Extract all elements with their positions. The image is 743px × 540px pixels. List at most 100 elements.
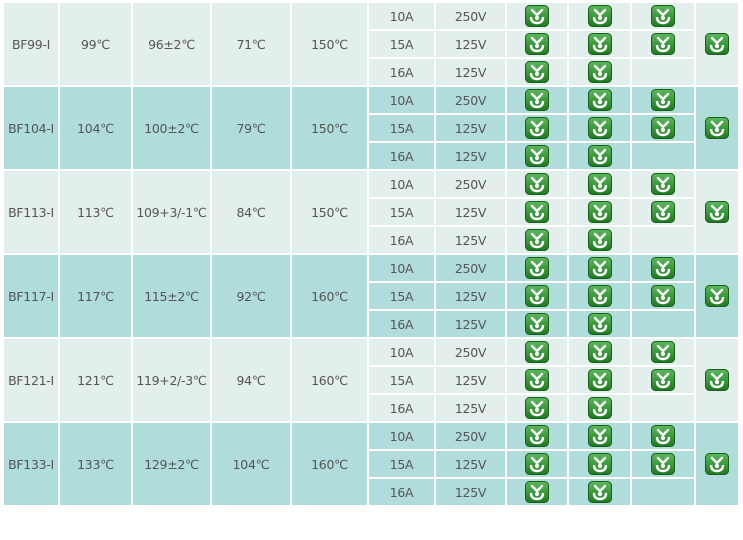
temperature-cell: 94℃ <box>210 337 292 423</box>
voltage-cell: 250V <box>434 253 507 283</box>
certification-mark-icon <box>651 201 675 223</box>
group-certification-cell <box>694 337 740 423</box>
certification-cell <box>567 337 632 367</box>
certification-mark-icon <box>651 341 675 363</box>
table-row: 15A 125V <box>3 29 739 59</box>
certification-cell <box>630 393 696 423</box>
table-row: 16A 125V <box>3 225 739 255</box>
certification-mark-icon <box>705 201 729 223</box>
group-certification-cell <box>694 169 740 255</box>
certification-mark-icon <box>651 369 675 391</box>
temperature-cell: 104℃ <box>58 85 133 171</box>
table-row: 15A 125V <box>3 281 739 311</box>
voltage-cell: 250V <box>434 337 507 367</box>
certification-cell <box>567 29 632 59</box>
certification-mark-icon <box>705 369 729 391</box>
certification-cell <box>505 393 569 423</box>
certification-cell <box>630 141 696 171</box>
certification-cell <box>567 197 632 227</box>
voltage-cell: 125V <box>434 365 507 395</box>
max-temperature-cell: 160℃ <box>290 421 369 507</box>
group-certification-cell <box>694 85 740 171</box>
current-cell: 10A <box>367 337 436 367</box>
certification-mark-icon <box>587 285 612 307</box>
certification-cell <box>630 253 696 283</box>
certification-cell <box>567 113 632 143</box>
table-row: 16A 125V <box>3 477 739 507</box>
certification-cell <box>505 197 569 227</box>
temperature-cell: 133℃ <box>58 421 133 507</box>
table-row: BF113-I 113℃ 109+3/-1℃ 84℃ 150℃ 10A 250V <box>2 169 740 255</box>
certification-mark-icon <box>705 33 729 55</box>
certification-cell <box>567 365 632 395</box>
certification-cell <box>630 337 696 367</box>
certification-mark-icon <box>651 5 675 27</box>
model-cell: BF113-I <box>2 169 60 255</box>
temperature-tolerance-cell: 100±2℃ <box>131 85 212 171</box>
current-cell: 16A <box>367 477 436 507</box>
table-row: BF121-I 121℃ 119+2/-3℃ 94℃ 160℃ 10A 250V <box>2 337 740 423</box>
temperature-cell: 117℃ <box>58 253 133 339</box>
certification-cell <box>505 141 569 171</box>
certification-mark-icon <box>525 117 549 139</box>
certification-mark-icon <box>525 285 549 307</box>
certification-mark-icon <box>705 117 729 139</box>
certification-cell <box>630 309 696 339</box>
certification-cell <box>505 113 569 143</box>
certification-cell <box>505 57 569 87</box>
certification-mark-icon <box>525 145 549 167</box>
certification-mark-icon <box>705 453 729 475</box>
certification-cell <box>505 365 569 395</box>
certification-mark-icon <box>525 61 549 83</box>
certification-cell <box>630 85 696 115</box>
product-spec-table: BF99-I 99℃ 96±2℃ 71℃ 150℃ 10A 250V 15A 125V 16A 12… <box>2 1 740 507</box>
current-cell: 15A <box>367 29 436 59</box>
certification-mark-icon <box>587 5 612 27</box>
table-row: 15A 125V <box>3 197 739 227</box>
certification-cell <box>567 141 632 171</box>
certification-cell <box>630 477 696 507</box>
certification-mark-icon <box>587 425 612 447</box>
certification-mark-icon <box>651 285 675 307</box>
voltage-cell: 125V <box>434 281 507 311</box>
certification-mark-icon <box>651 117 675 139</box>
table-row: 16A 125V <box>3 57 739 87</box>
certification-mark-icon <box>587 33 612 55</box>
certification-cell <box>567 309 632 339</box>
certification-cell <box>505 309 569 339</box>
certification-cell <box>630 281 696 311</box>
voltage-cell: 125V <box>434 309 507 339</box>
voltage-cell: 125V <box>434 57 507 87</box>
table-row: BF104-I 104℃ 100±2℃ 79℃ 150℃ 10A 250V <box>2 85 740 171</box>
certification-cell <box>505 225 569 255</box>
voltage-cell: 125V <box>434 29 507 59</box>
temperature-cell: 113℃ <box>58 169 133 255</box>
certification-mark-icon <box>587 117 612 139</box>
max-temperature-cell: 150℃ <box>290 169 369 255</box>
certification-cell <box>630 449 696 479</box>
voltage-cell: 250V <box>434 421 507 451</box>
group-certification-cell <box>694 253 740 339</box>
certification-mark-icon <box>587 61 612 83</box>
certification-mark-icon <box>525 453 549 475</box>
certification-mark-icon <box>587 257 612 279</box>
max-temperature-cell: 150℃ <box>290 1 369 87</box>
voltage-cell: 250V <box>434 169 507 199</box>
certification-mark-icon <box>587 89 612 111</box>
certification-cell <box>505 169 569 199</box>
certification-mark-icon <box>651 425 675 447</box>
certification-cell <box>505 85 569 115</box>
voltage-cell: 125V <box>434 449 507 479</box>
voltage-cell: 250V <box>434 1 507 31</box>
certification-mark-icon <box>587 397 612 419</box>
certification-mark-icon <box>525 201 549 223</box>
voltage-cell: 125V <box>434 197 507 227</box>
certification-mark-icon <box>525 425 549 447</box>
current-cell: 15A <box>367 449 436 479</box>
table-row: BF99-I 99℃ 96±2℃ 71℃ 150℃ 10A 250V <box>2 1 740 87</box>
temperature-cell: 104℃ <box>210 421 292 507</box>
certification-cell <box>567 85 632 115</box>
max-temperature-cell: 160℃ <box>290 337 369 423</box>
current-cell: 15A <box>367 197 436 227</box>
certification-cell <box>505 1 569 31</box>
